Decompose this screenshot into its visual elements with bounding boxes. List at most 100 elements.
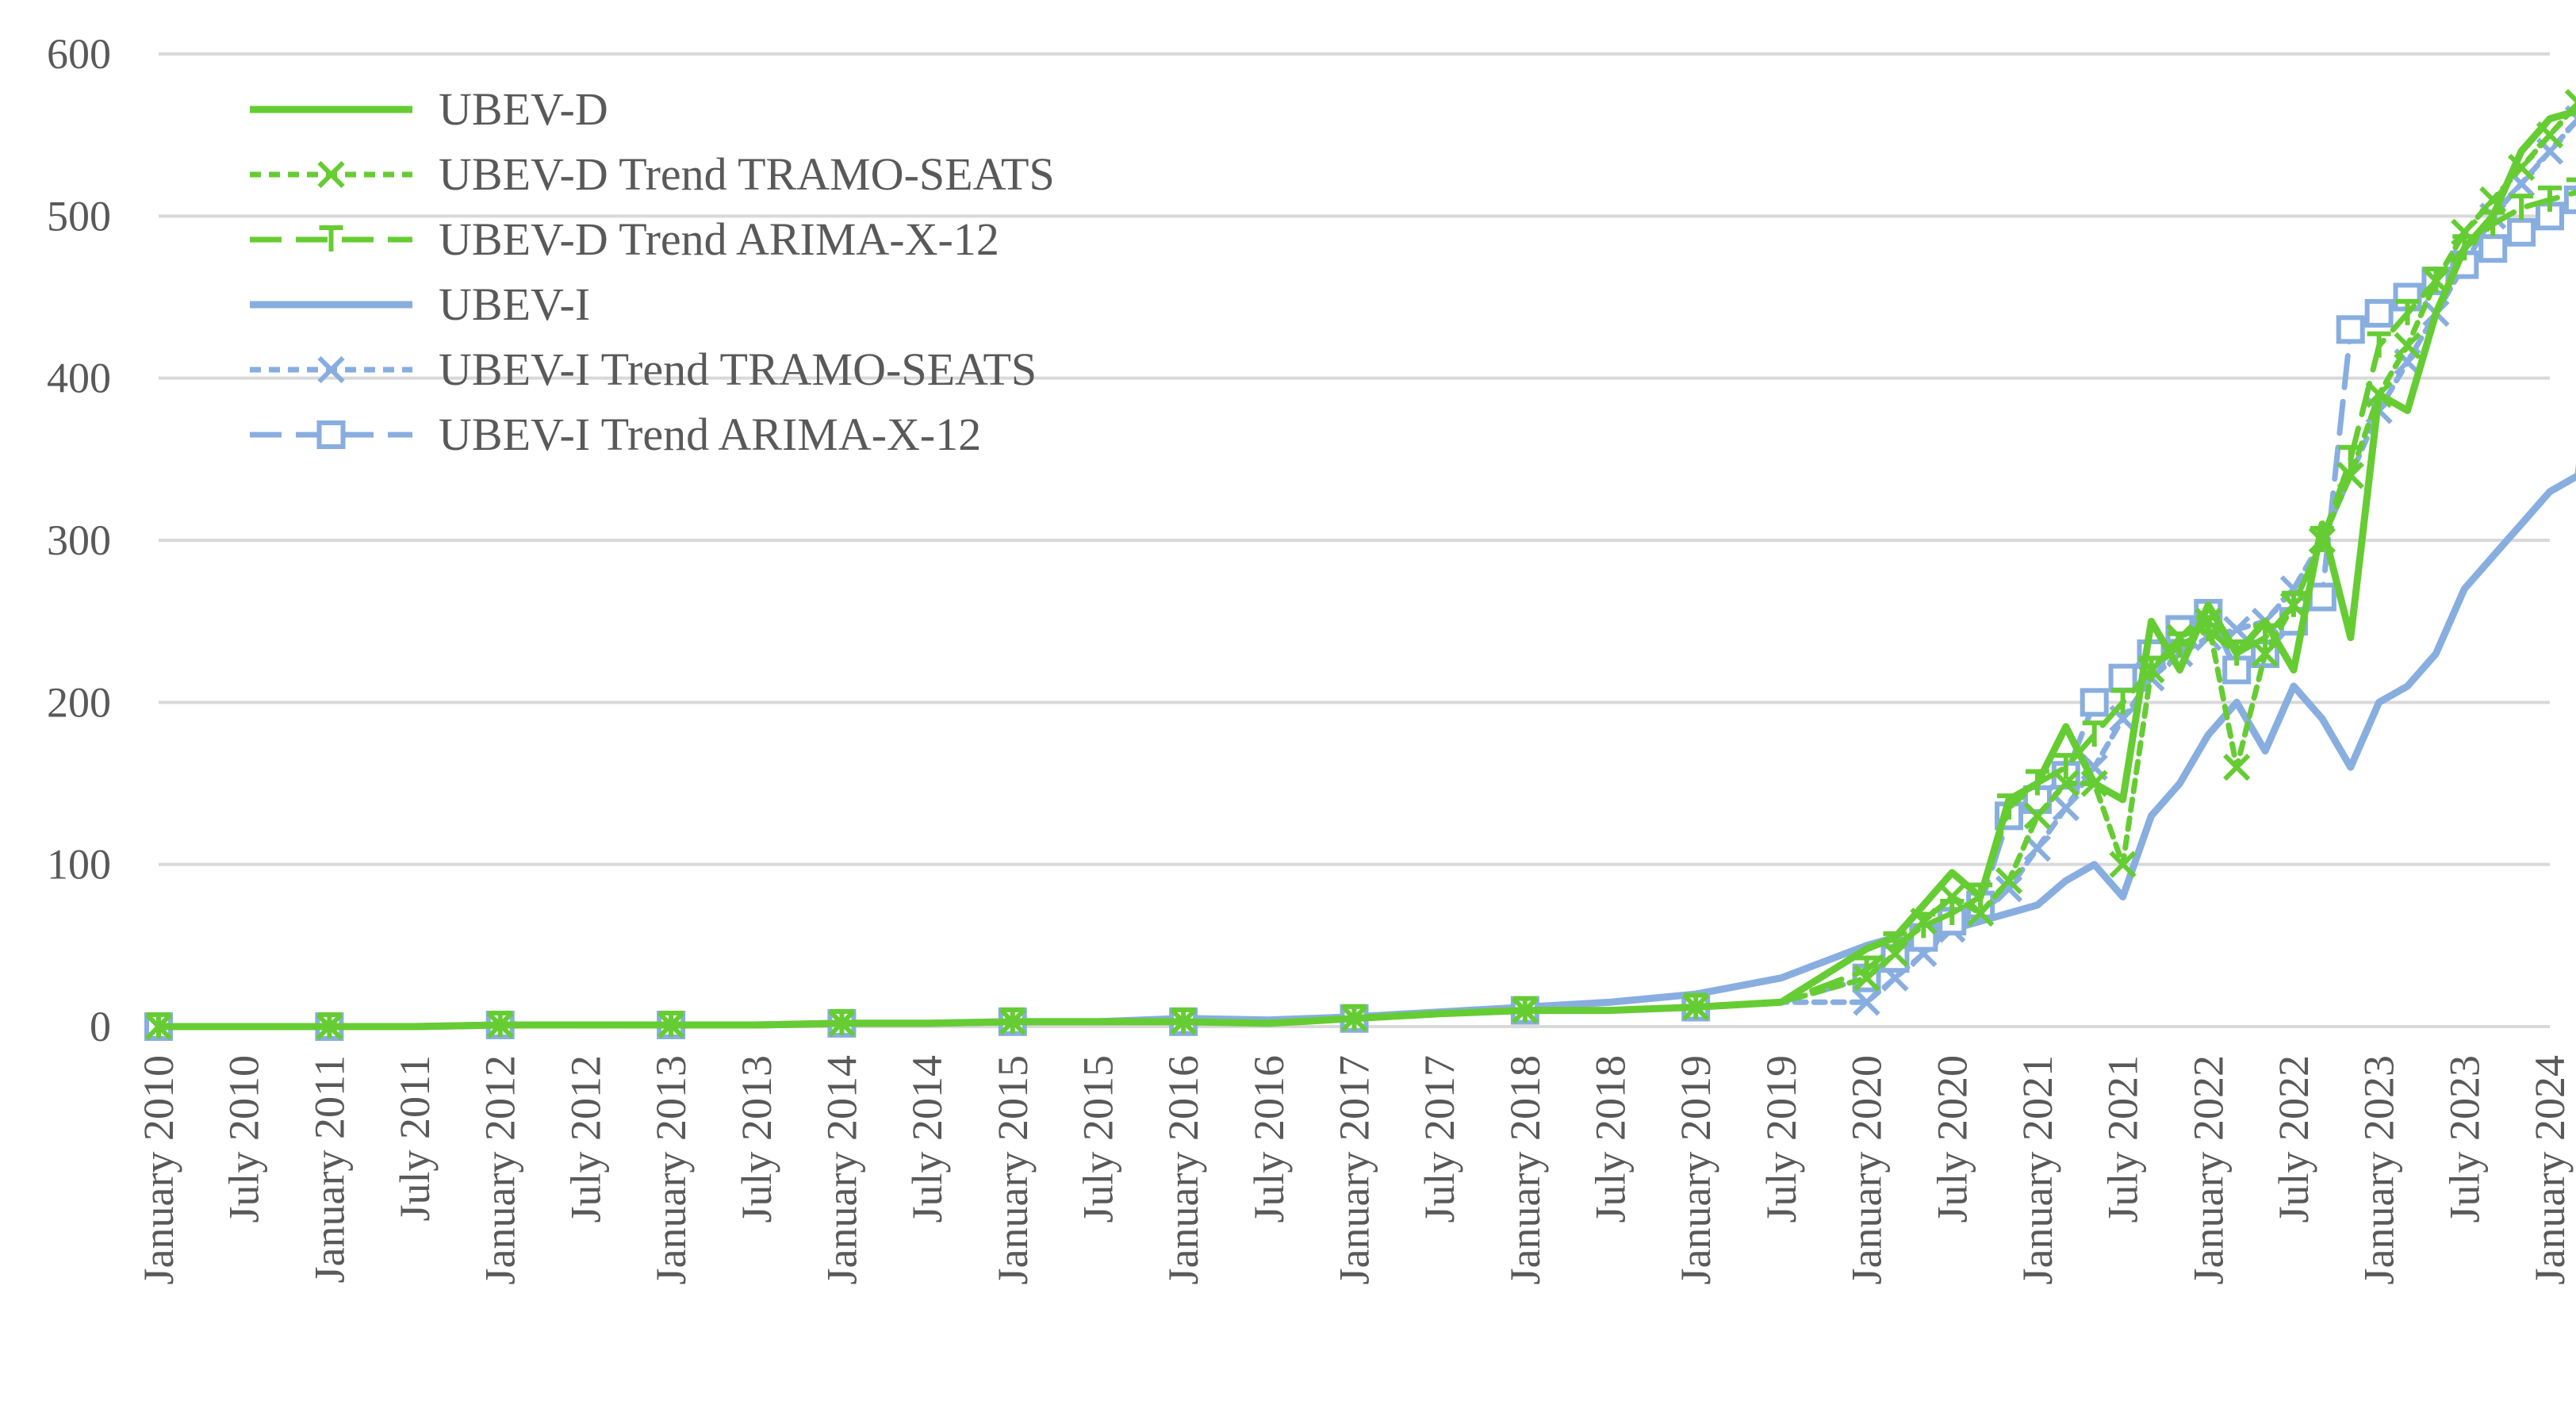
x-tick-label: January 2024 xyxy=(2526,1055,2574,1284)
data-point-tee xyxy=(2338,444,2363,471)
x-axis: January 2010 July 2010 January 2011 July 20… xyxy=(135,1055,2574,1284)
data-point-x xyxy=(1995,866,2023,895)
data-point-x xyxy=(2507,153,2536,182)
data-point-tee xyxy=(1000,1007,1025,1034)
x-tick-label: July 2021 xyxy=(2099,1055,2147,1223)
data-point-tee xyxy=(2424,267,2448,294)
series-layer xyxy=(144,89,2576,1041)
data-point-tee xyxy=(317,1012,342,1038)
data-point-tee xyxy=(2566,177,2576,204)
data-point-square xyxy=(2080,688,2109,717)
y-tick-label: 300 xyxy=(47,516,111,564)
x-tick-label: January 2014 xyxy=(818,1055,865,1284)
data-point-tee xyxy=(1997,793,2022,820)
x-tick-label: July 2018 xyxy=(1587,1055,1635,1223)
legend-item: UBEV-D Trend TRAMO-SEATS xyxy=(250,148,1055,200)
legend-item: UBEV-I Trend TRAMO-SEATS xyxy=(250,344,1037,395)
legend-marker-square xyxy=(316,420,346,449)
data-point-x xyxy=(1938,883,1966,911)
data-point-x xyxy=(2564,89,2576,117)
legend-label: UBEV-D Trend TRAMO-SEATS xyxy=(439,148,1055,200)
data-point-tee xyxy=(2253,623,2278,650)
x-tick-label: July 2011 xyxy=(391,1055,439,1222)
data-point-tee xyxy=(2481,209,2505,236)
data-point-x xyxy=(2109,850,2137,878)
data-point-tee xyxy=(2196,615,2221,642)
data-point-square xyxy=(2364,298,2394,328)
data-point-tee xyxy=(1968,882,1993,909)
data-point-x xyxy=(2080,770,2108,797)
data-point-tee xyxy=(1940,898,1965,925)
data-point-tee xyxy=(147,1012,171,1038)
data-point-x xyxy=(1853,988,1880,1016)
x-tick-label: January 2015 xyxy=(989,1055,1037,1284)
data-point-tee xyxy=(2082,720,2106,747)
x-tick-label: January 2021 xyxy=(2014,1055,2061,1284)
legend-marker-tee xyxy=(319,225,343,251)
data-point-tee xyxy=(830,1008,854,1035)
data-point-x xyxy=(1995,875,2023,903)
x-tick-label: January 2022 xyxy=(2184,1055,2232,1284)
data-point-tee xyxy=(488,1010,512,1037)
data-point-tee xyxy=(2310,526,2334,552)
legend-marker-x xyxy=(317,160,345,189)
data-point-tee xyxy=(659,1010,684,1037)
data-point-tee xyxy=(1512,996,1537,1023)
data-point-tee xyxy=(1342,1004,1367,1031)
x-tick-label: January 2018 xyxy=(1501,1055,1549,1284)
legend-item: UBEV-D Trend ARIMA-X-12 xyxy=(250,213,999,265)
legend-label: UBEV-I Trend TRAMO-SEATS xyxy=(439,344,1037,395)
data-point-tee xyxy=(2538,185,2562,212)
legend-label: UBEV-I xyxy=(439,278,590,330)
data-point-tee xyxy=(1854,955,1879,982)
x-tick-label: January 2023 xyxy=(2356,1055,2403,1284)
data-point-x xyxy=(1967,899,1995,927)
data-point-tee xyxy=(2281,590,2306,617)
x-tick-label: July 2010 xyxy=(220,1055,268,1223)
data-point-x xyxy=(2052,794,2080,822)
x-tick-label: July 2014 xyxy=(903,1055,951,1223)
y-tick-label: 600 xyxy=(47,30,111,78)
x-tick-label: January 2017 xyxy=(1331,1055,1378,1284)
x-tick-label: July 2019 xyxy=(1758,1055,1805,1223)
x-tick-label: July 2015 xyxy=(1074,1055,1121,1223)
series-ubev-d-trend-arima-x-12 xyxy=(147,177,2576,1038)
data-point-tee xyxy=(2139,655,2164,682)
data-point-tee xyxy=(2025,769,2049,796)
legend-item: UBEV-I Trend ARIMA-X-12 xyxy=(250,409,981,460)
x-tick-label: July 2016 xyxy=(1245,1055,1293,1223)
data-point-x xyxy=(2023,802,2052,830)
data-point-square xyxy=(2307,582,2336,612)
x-tick-label: January 2011 xyxy=(305,1055,353,1283)
data-point-tee xyxy=(1684,992,1708,1019)
data-point-square xyxy=(2108,663,2137,693)
data-point-square xyxy=(2478,234,2508,263)
data-point-square xyxy=(2336,315,2365,344)
y-tick-label: 200 xyxy=(47,678,111,726)
data-point-x xyxy=(2536,121,2564,149)
x-tick-label: July 2020 xyxy=(1928,1055,1976,1223)
data-point-tee xyxy=(2168,631,2192,658)
data-point-square xyxy=(2507,217,2536,247)
data-point-tee xyxy=(2225,639,2249,666)
y-axis: 0 100 200 300 400 500 600 xyxy=(47,30,111,1050)
legend-item: UBEV-D xyxy=(250,83,608,135)
data-point-tee xyxy=(2053,753,2078,780)
x-tick-label: July 2023 xyxy=(2440,1055,2488,1223)
data-point-tee xyxy=(2367,331,2391,358)
x-tick-label: January 2012 xyxy=(477,1055,524,1284)
x-tick-label: January 2019 xyxy=(1672,1055,1719,1284)
data-point-x xyxy=(2251,639,2279,668)
x-tick-label: July 2017 xyxy=(1416,1055,1463,1223)
legend-marker-x xyxy=(317,355,345,384)
data-point-tee xyxy=(1171,1007,1196,1034)
x-tick-label: July 2012 xyxy=(562,1055,609,1223)
y-tick-label: 400 xyxy=(47,355,111,402)
x-tick-label: July 2022 xyxy=(2270,1055,2317,1223)
data-point-x xyxy=(2394,332,2421,359)
x-tick-label: July 2013 xyxy=(733,1055,780,1223)
legend-label: UBEV-D xyxy=(439,83,608,135)
data-point-x xyxy=(2479,186,2507,214)
data-point-tee xyxy=(2452,234,2477,261)
